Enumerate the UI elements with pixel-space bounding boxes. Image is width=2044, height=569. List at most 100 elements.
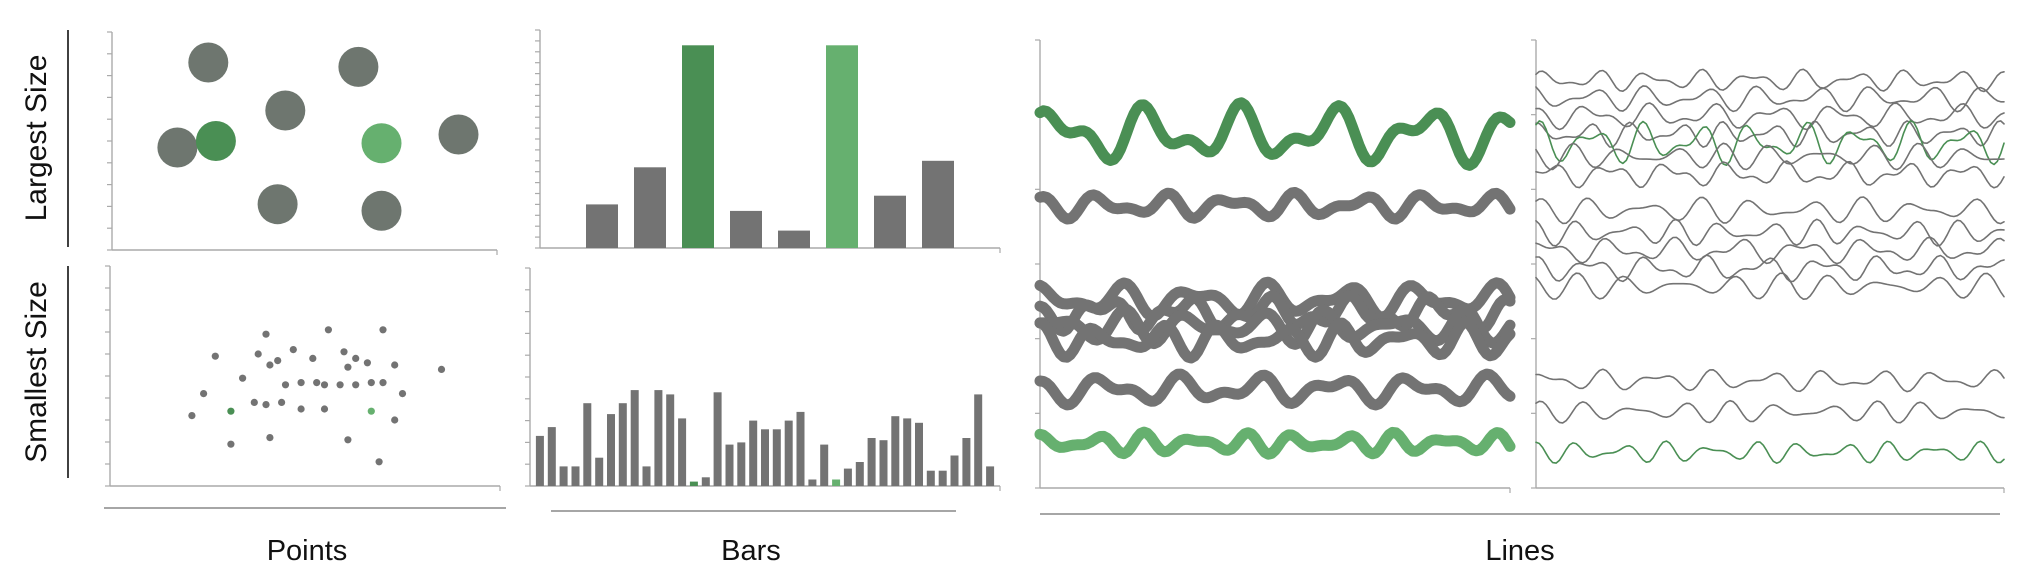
bars-largest-bar bbox=[586, 204, 618, 248]
points-smallest-point bbox=[250, 398, 258, 406]
lines-thin-series-line bbox=[1535, 160, 2005, 189]
bars-smallest-bar bbox=[915, 422, 923, 486]
bars-largest-bar bbox=[682, 45, 714, 248]
row-label-smallest: Smallest Size bbox=[20, 281, 53, 463]
lines-thin-series-line bbox=[1535, 254, 2005, 283]
points-smallest-point bbox=[379, 379, 387, 387]
points-smallest-point bbox=[266, 434, 274, 442]
points-largest-point bbox=[361, 190, 402, 231]
points-smallest-point bbox=[340, 348, 348, 356]
points-largest-panel bbox=[107, 31, 498, 255]
lines-thin-series-line bbox=[1535, 68, 2005, 93]
points-smallest-point bbox=[352, 354, 360, 362]
bars-smallest-bar bbox=[749, 420, 758, 486]
bars-largest-panel bbox=[535, 29, 1001, 253]
lines-thick-series-line bbox=[1034, 187, 1516, 225]
bars-smallest-bar bbox=[654, 390, 663, 486]
bars-smallest-bar bbox=[796, 411, 805, 486]
bars-smallest-bar bbox=[926, 470, 935, 486]
points-largest-point bbox=[257, 184, 298, 225]
bars-smallest-bar bbox=[843, 468, 852, 486]
lines-thin-series-line bbox=[1535, 236, 2005, 265]
points-largest-point bbox=[157, 127, 198, 168]
points-smallest-point bbox=[297, 379, 305, 387]
bars-smallest-bar bbox=[607, 414, 615, 486]
bars-smallest-bar bbox=[618, 403, 627, 486]
points-largest-point bbox=[338, 46, 379, 87]
bars-largest-bar bbox=[634, 167, 666, 248]
points-smallest-point bbox=[324, 326, 332, 334]
lines-thin-series-line bbox=[1535, 399, 2005, 424]
points-smallest-point bbox=[239, 374, 247, 382]
row-label-largest: Largest Size bbox=[20, 55, 53, 222]
bars-smallest-bar bbox=[713, 392, 722, 486]
bars-smallest-bar bbox=[832, 479, 841, 486]
bars-smallest-bar bbox=[938, 470, 947, 486]
lines-thin-series-line bbox=[1535, 368, 2005, 393]
bars-smallest-bar bbox=[820, 444, 829, 486]
points-smallest-point bbox=[391, 416, 399, 424]
lines-thick-panel bbox=[1034, 39, 1516, 493]
lines-thin-series-line bbox=[1535, 196, 2005, 225]
lines-thin-series-line bbox=[1535, 85, 2005, 113]
bars-smallest-bar bbox=[867, 438, 876, 486]
points-smallest-point bbox=[309, 354, 317, 362]
bars-smallest-panel bbox=[525, 267, 1001, 491]
bars-smallest-bar bbox=[891, 416, 900, 486]
points-largest-point bbox=[188, 42, 229, 83]
lines-thin-series-line bbox=[1535, 440, 2005, 465]
points-smallest-point bbox=[320, 405, 329, 413]
bars-largest-bar bbox=[826, 45, 858, 248]
points-smallest-point bbox=[227, 440, 235, 448]
points-smallest-point bbox=[313, 379, 321, 387]
points-largest-point bbox=[195, 121, 236, 161]
points-smallest-point bbox=[188, 412, 196, 420]
points-smallest-point bbox=[262, 401, 270, 409]
bars-smallest-bar bbox=[583, 403, 592, 486]
points-smallest-point bbox=[262, 330, 270, 338]
points-smallest-point bbox=[297, 405, 305, 413]
bars-smallest-bar bbox=[772, 429, 781, 486]
points-smallest-point bbox=[375, 458, 383, 466]
bars-largest-bar bbox=[730, 210, 762, 248]
points-smallest-point bbox=[367, 379, 375, 387]
bars-largest-bar bbox=[922, 160, 954, 248]
lines-thin-series-line bbox=[1535, 218, 2005, 247]
points-smallest-point bbox=[254, 350, 262, 358]
bars-smallest-bar bbox=[666, 394, 675, 486]
col-label-points: Points bbox=[267, 535, 348, 567]
col-label-bars: Bars bbox=[721, 535, 781, 567]
bars-smallest-bar bbox=[986, 466, 995, 486]
points-smallest-point bbox=[344, 436, 352, 444]
points-smallest-point bbox=[289, 346, 297, 354]
bars-smallest-bar bbox=[535, 435, 544, 486]
col-label-lines: Lines bbox=[1485, 535, 1554, 567]
bars-smallest-bar bbox=[701, 477, 710, 486]
points-smallest-point bbox=[344, 363, 352, 371]
points-smallest-point bbox=[363, 359, 371, 367]
lines-thick-series-line bbox=[1034, 426, 1516, 460]
bars-smallest-bar bbox=[678, 418, 687, 486]
points-largest-point bbox=[438, 114, 479, 155]
lines-thick-series-line bbox=[1034, 316, 1516, 364]
points-smallest-point bbox=[391, 361, 399, 369]
bars-smallest-bar bbox=[689, 481, 698, 486]
bars-largest-bar bbox=[778, 230, 810, 248]
lines-thick-series-line bbox=[1034, 97, 1516, 171]
points-smallest-panel bbox=[105, 265, 501, 491]
panels bbox=[105, 29, 2005, 493]
bars-smallest-bar bbox=[595, 457, 604, 486]
points-smallest-point bbox=[379, 326, 387, 334]
points-smallest-point bbox=[211, 352, 219, 360]
bars-smallest-bar bbox=[974, 394, 983, 486]
bars-smallest-bar bbox=[725, 444, 734, 486]
lines-thin-series-line bbox=[1535, 142, 2005, 171]
points-smallest-point bbox=[437, 365, 446, 373]
bars-smallest-bar bbox=[962, 438, 971, 486]
points-smallest-point bbox=[367, 407, 375, 415]
bars-smallest-bar bbox=[571, 466, 580, 486]
bars-smallest-bar bbox=[547, 427, 556, 486]
bars-smallest-bar bbox=[903, 418, 912, 486]
bars-largest-bar bbox=[874, 195, 906, 248]
